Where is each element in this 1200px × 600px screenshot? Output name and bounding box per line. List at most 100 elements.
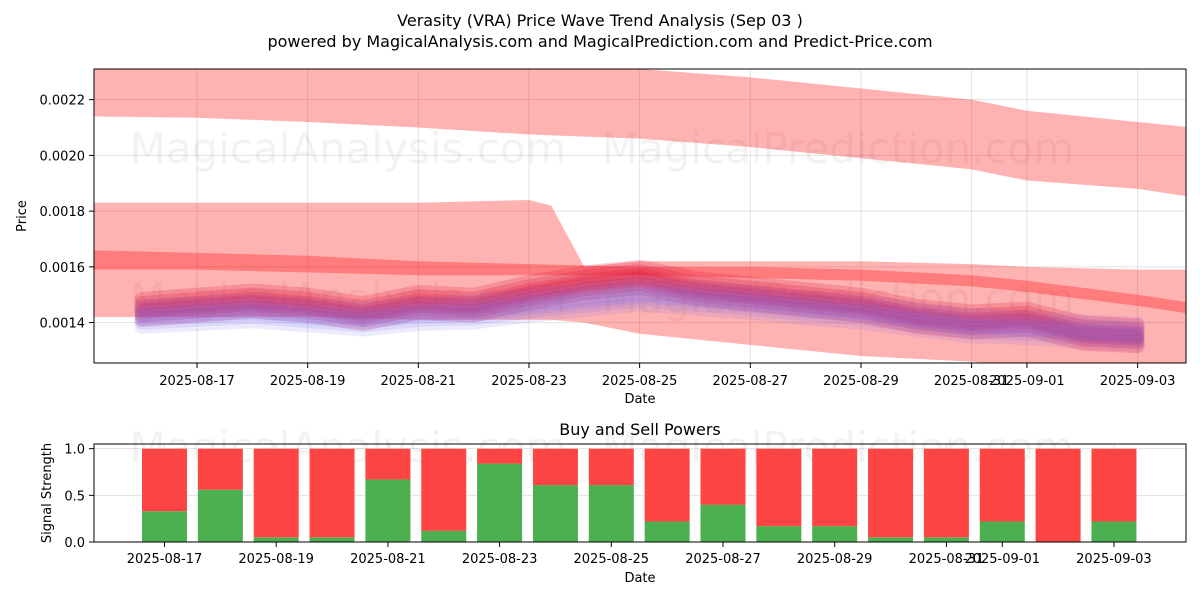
wave-price-wave [134, 280, 1145, 354]
price-x-tick-label: 2025-08-27 [713, 374, 789, 389]
buy-bar [532, 485, 578, 542]
price-x-tick-label: 2025-09-03 [1100, 374, 1176, 389]
sell-bar [868, 448, 914, 538]
price-x-label: Date [624, 392, 655, 407]
wave-secondary-wave [134, 276, 1145, 331]
band-mid-band [94, 250, 1186, 314]
power-frame [93, 443, 1187, 543]
wave-secondary-wave [134, 293, 1145, 348]
power-x-ticks: 2025-08-17 2025-08-19 2025-08-21 2025-08-23… [127, 542, 1152, 567]
wave-secondary-wave [134, 297, 1145, 352]
power-x-tick-label: 2025-08-29 [797, 552, 873, 567]
sell-bar [588, 448, 634, 486]
wave-price-wave [134, 273, 1145, 346]
power-title: Buy and Sell Powers [559, 420, 721, 439]
sell-bar [812, 448, 858, 527]
sell-bar [253, 448, 299, 538]
sell-bar [923, 448, 969, 538]
buy-bar [477, 463, 523, 542]
wave-price-wave [134, 259, 1145, 333]
watermark-analysis-2: MagicalAnalysis.com [130, 274, 567, 323]
power-x-label: Date [624, 571, 655, 586]
price-y-tick-label: 0.0014 [40, 317, 86, 332]
power-bars [142, 448, 1137, 542]
price-y-ticks: 0.0014 0.0016 0.0018 0.0020 0.0022 [40, 94, 94, 332]
wave-price-wave [134, 271, 1145, 344]
buy-bar [142, 511, 187, 542]
sell-bar [644, 448, 690, 522]
buy-bar [756, 526, 802, 542]
power-y-ticks: 0.0 0.5 1.0 [64, 443, 94, 551]
buy-bar [588, 485, 634, 542]
price-x-tick-label: 2025-09-01 [989, 374, 1065, 389]
wave-price-wave [134, 276, 1145, 350]
price-watermarks: MagicalAnalysis.com MagicalPrediction.co… [130, 124, 1075, 323]
price-x-tick-label: 2025-08-19 [270, 374, 346, 389]
buy-bar [253, 537, 299, 542]
price-x-tick-label: 2025-08-25 [602, 374, 678, 389]
power-y-label: Signal Strength [40, 443, 55, 543]
buy-bar [365, 479, 411, 542]
buy-bar [197, 489, 243, 542]
power-x-tick-label: 2025-09-03 [1076, 552, 1152, 567]
buy-bar [1091, 521, 1137, 542]
watermark-prediction: MagicalPrediction.com [602, 124, 1075, 173]
wave-price-wave [134, 268, 1145, 341]
sell-bar [1091, 448, 1137, 522]
power-x-tick-label: 2025-08-31 [909, 552, 985, 567]
sell-bar [197, 448, 243, 490]
price-y-label: Price [15, 200, 30, 232]
band-upper-trend-band [94, 69, 1186, 197]
buy-bar [868, 537, 914, 542]
sell-bar [532, 448, 578, 486]
sell-bar [142, 448, 187, 512]
power-y-tick-label: 0.0 [64, 536, 85, 551]
watermark-prediction-2: MagicalPrediction.com [602, 274, 1075, 323]
power-x-tick-label: 2025-08-17 [127, 552, 203, 567]
price-x-tick-label: 2025-08-17 [159, 374, 235, 389]
buy-bar [644, 521, 690, 542]
power-x-tick-label: 2025-08-25 [574, 552, 650, 567]
sell-bar [421, 448, 467, 531]
price-x-tick-label: 2025-08-29 [823, 374, 899, 389]
price-x-tick-label: 2025-08-21 [381, 374, 457, 389]
price-x-tick-label: 2025-08-23 [491, 374, 567, 389]
wave-secondary-wave [134, 289, 1145, 345]
wave-secondary-wave [134, 280, 1145, 336]
price-y-tick-label: 0.0018 [40, 205, 86, 220]
sell-bar [309, 448, 355, 538]
price-y-tick-label: 0.0016 [40, 261, 86, 276]
power-x-tick-label: 2025-08-27 [685, 552, 761, 567]
buy-bar [309, 537, 355, 542]
power-x-tick-label: 2025-08-21 [350, 552, 426, 567]
price-grid [94, 69, 1186, 363]
chart-title: Verasity (VRA) Price Wave Trend Analysis… [397, 11, 803, 30]
sell-bar [756, 448, 802, 527]
buy-bar [923, 537, 969, 542]
power-x-tick-label: 2025-09-01 [964, 552, 1040, 567]
buy-bar [979, 521, 1025, 542]
price-y-tick-label: 0.0022 [40, 94, 86, 109]
wave-secondary-wave [134, 287, 1145, 343]
price-waves [134, 259, 1145, 354]
power-x-tick-label: 2025-08-19 [238, 552, 314, 567]
price-x-ticks: 2025-08-17 2025-08-19 2025-08-21 2025-08-23… [159, 363, 1175, 389]
price-panel: MagicalAnalysis.com MagicalPrediction.co… [15, 68, 1187, 407]
buy-bar [421, 530, 467, 542]
power-y-tick-label: 0.5 [64, 489, 85, 504]
sell-bar [700, 448, 746, 505]
power-y-tick-label: 1.0 [64, 443, 85, 458]
chart-subtitle: powered by MagicalAnalysis.com and Magic… [267, 32, 932, 51]
band-wide-reversal-band [94, 199, 1186, 363]
power-x-tick-label: 2025-08-23 [462, 552, 538, 567]
buy-bar [700, 504, 746, 542]
sell-bar [477, 448, 523, 464]
sell-bar [1035, 448, 1081, 542]
price-bands [94, 69, 1186, 363]
power-panel: Buy and Sell Powers MagicalAnalysis.com … [40, 420, 1187, 586]
price-y-tick-label: 0.0020 [40, 149, 86, 164]
wave-price-wave [134, 264, 1145, 337]
sell-bar [979, 448, 1025, 522]
wave-secondary-wave [134, 284, 1145, 340]
